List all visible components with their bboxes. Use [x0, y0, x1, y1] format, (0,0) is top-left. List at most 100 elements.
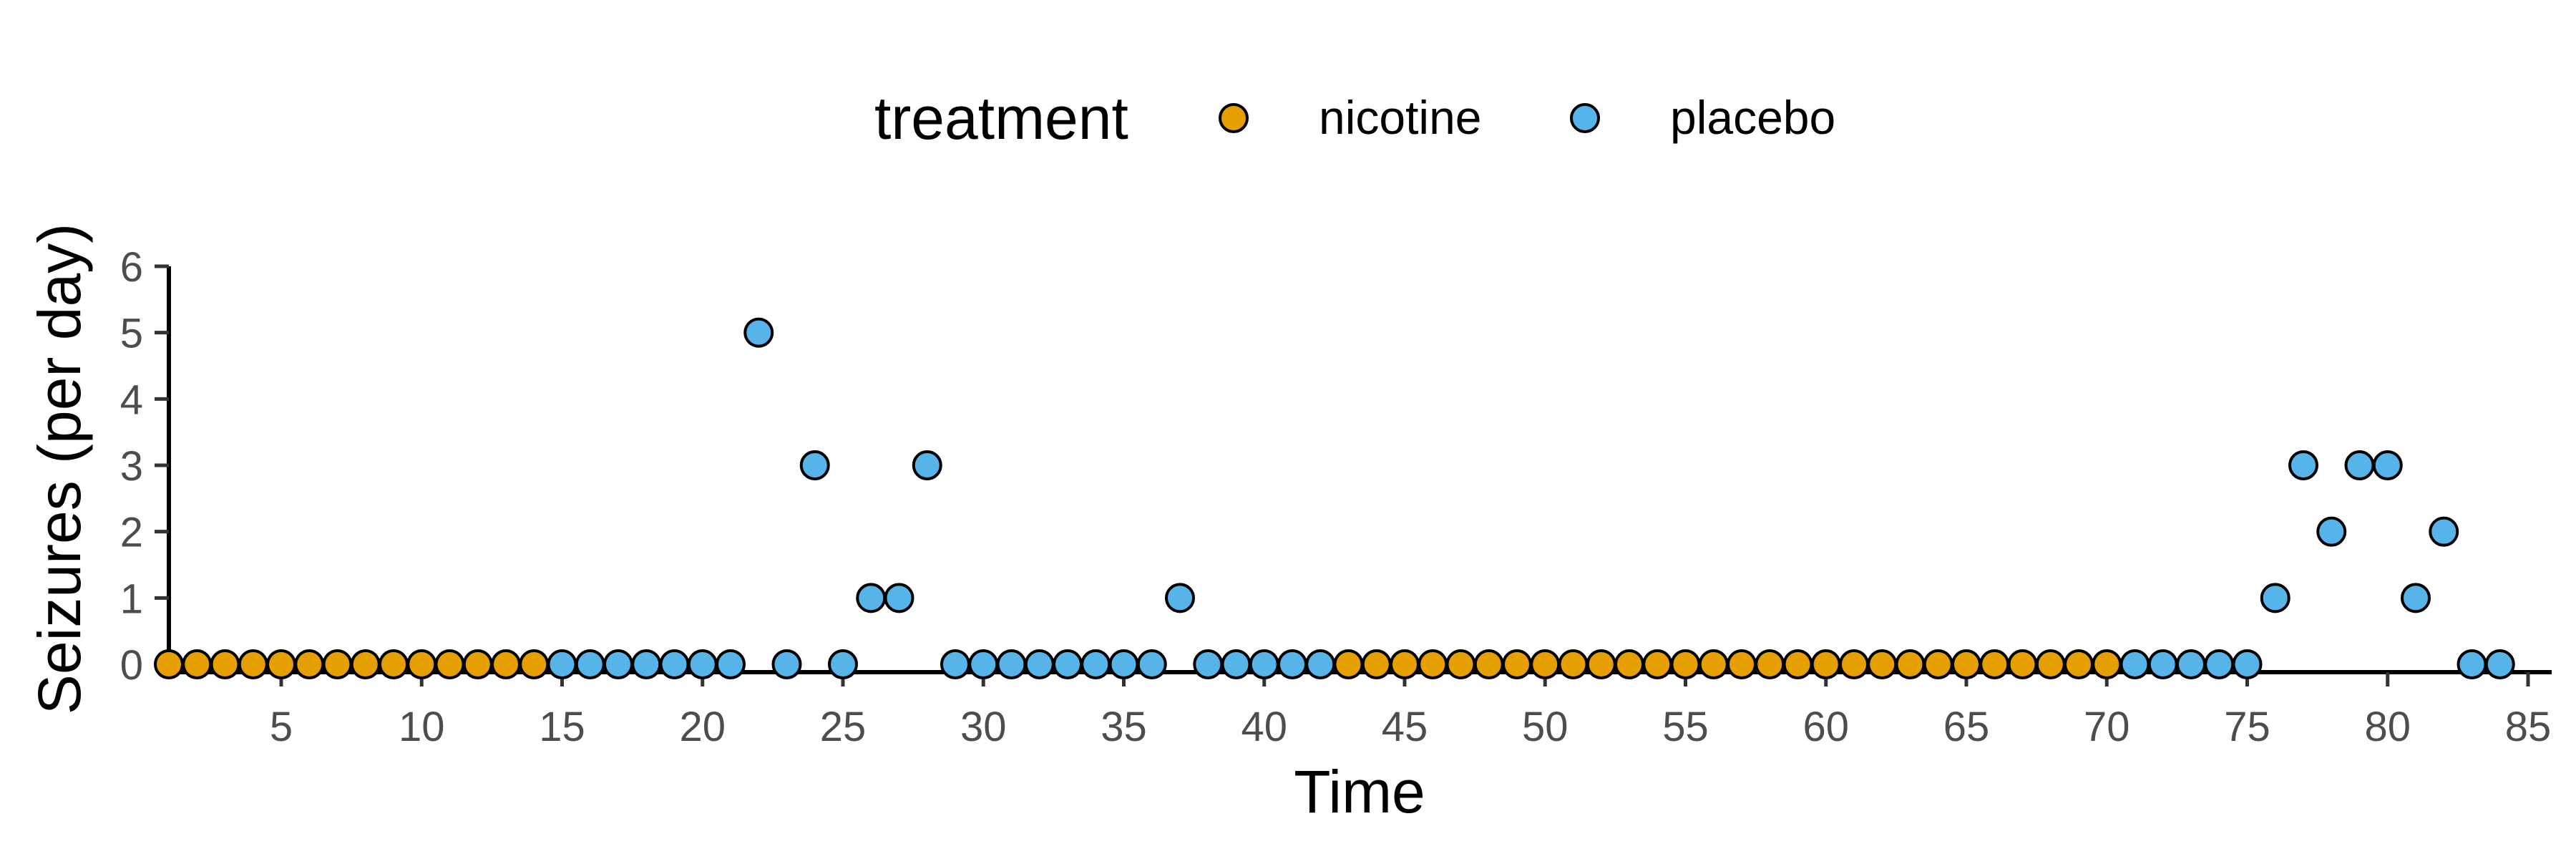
x-tick-label: 25: [820, 704, 867, 750]
data-point-placebo: [1249, 649, 1279, 679]
data-point-placebo: [856, 583, 887, 613]
data-point-nicotine: [294, 649, 325, 679]
data-point-placebo: [2147, 649, 2178, 679]
data-point-placebo: [771, 649, 802, 679]
data-point-nicotine: [1839, 649, 1869, 679]
data-point-placebo: [2232, 649, 2263, 679]
data-point-nicotine: [1727, 649, 1757, 679]
data-point-placebo: [659, 649, 690, 679]
data-point-placebo: [2260, 583, 2290, 613]
data-point-placebo: [1136, 649, 1167, 679]
x-tick-label: 85: [2505, 704, 2552, 750]
data-point-placebo: [2119, 649, 2150, 679]
data-point-placebo: [687, 649, 718, 679]
data-point-nicotine: [1782, 649, 1813, 679]
data-point-nicotine: [2007, 649, 2038, 679]
y-axis-title: Seizures (per day): [26, 223, 93, 714]
data-point-placebo: [996, 649, 1027, 679]
y-tick-label: 5: [120, 311, 143, 357]
x-axis-title: Time: [1294, 758, 1425, 825]
data-point-nicotine: [1867, 649, 1898, 679]
data-point-placebo: [1053, 649, 1083, 679]
data-point-nicotine: [379, 649, 409, 679]
data-point-nicotine: [1755, 649, 1785, 679]
data-point-nicotine: [1473, 649, 1504, 679]
data-point-placebo: [968, 649, 999, 679]
data-point-nicotine: [462, 649, 493, 679]
data-point-placebo: [547, 649, 577, 679]
x-tick-label: 70: [2084, 704, 2130, 750]
data-point-placebo: [2176, 649, 2206, 679]
legend-swatch-placebo: [1570, 103, 1600, 133]
x-tick-label: 30: [960, 704, 1007, 750]
data-point-nicotine: [154, 649, 184, 679]
x-axis-ticks: 5 10 15 20 25 30 35 40 45 50 55 60 65 70 75 80 85: [270, 672, 2551, 750]
data-point-placebo: [2372, 450, 2403, 480]
data-point-placebo: [799, 450, 830, 480]
data-point-nicotine: [1979, 649, 2010, 679]
legend-label-nicotine: nicotine: [1319, 91, 1482, 144]
data-point-placebo: [1221, 649, 1252, 679]
data-point-nicotine: [266, 649, 296, 679]
data-point-placebo: [2316, 516, 2347, 547]
data-point-nicotine: [1361, 649, 1392, 679]
y-tick-label: 6: [120, 244, 143, 291]
data-point-placebo: [1165, 583, 1195, 613]
x-tick-label: 65: [1943, 704, 1990, 750]
data-point-nicotine: [2035, 649, 2066, 679]
data-point-nicotine: [2064, 649, 2094, 679]
y-tick-label: 0: [120, 642, 143, 689]
data-point-nicotine: [1614, 649, 1644, 679]
data-point-nicotine: [1923, 649, 1953, 679]
data-point-nicotine: [1418, 649, 1448, 679]
data-point-placebo: [1024, 649, 1055, 679]
data-point-placebo: [828, 649, 858, 679]
x-tick-label: 20: [679, 704, 726, 750]
data-point-placebo: [631, 649, 662, 679]
data-point-nicotine: [350, 649, 381, 679]
data-point-nicotine: [519, 649, 550, 679]
data-point-placebo: [603, 649, 633, 679]
data-point-placebo: [1193, 649, 1224, 679]
data-points: [154, 317, 2515, 679]
data-point-nicotine: [2092, 649, 2122, 679]
x-tick-label: 45: [1382, 704, 1428, 750]
data-point-nicotine: [1558, 649, 1589, 679]
y-tick-label: 2: [120, 510, 143, 556]
data-point-placebo: [2401, 583, 2431, 613]
data-point-nicotine: [1810, 649, 1841, 679]
data-point-placebo: [1305, 649, 1336, 679]
data-point-placebo: [2204, 649, 2235, 679]
x-tick-label: 10: [399, 704, 445, 750]
x-tick-label: 35: [1101, 704, 1147, 750]
data-point-placebo: [940, 649, 970, 679]
y-tick-label: 4: [120, 377, 143, 423]
data-point-placebo: [2288, 450, 2318, 480]
data-point-nicotine: [322, 649, 353, 679]
data-point-nicotine: [210, 649, 240, 679]
legend: treatment nicotine placebo: [874, 84, 1835, 152]
y-tick-label: 1: [120, 576, 143, 622]
data-point-nicotine: [1333, 649, 1364, 679]
data-point-nicotine: [491, 649, 521, 679]
data-point-nicotine: [182, 649, 213, 679]
x-tick-label: 15: [539, 704, 585, 750]
data-point-nicotine: [1951, 649, 1981, 679]
data-point-placebo: [1277, 649, 1307, 679]
data-point-placebo: [884, 583, 914, 613]
data-point-nicotine: [1586, 649, 1616, 679]
legend-swatch-nicotine: [1219, 103, 1249, 133]
data-point-nicotine: [1642, 649, 1673, 679]
x-tick-label: 40: [1241, 704, 1287, 750]
data-point-placebo: [1080, 649, 1111, 679]
y-axis-ticks: 0 1 2 3 4 5 6: [120, 244, 169, 689]
legend-title: treatment: [874, 84, 1128, 152]
data-point-nicotine: [238, 649, 268, 679]
data-point-placebo: [716, 649, 746, 679]
data-point-nicotine: [1895, 649, 1926, 679]
data-point-nicotine: [1502, 649, 1532, 679]
y-tick-label: 3: [120, 443, 143, 490]
data-point-placebo: [2429, 516, 2459, 547]
legend-label-placebo: placebo: [1670, 91, 1835, 144]
